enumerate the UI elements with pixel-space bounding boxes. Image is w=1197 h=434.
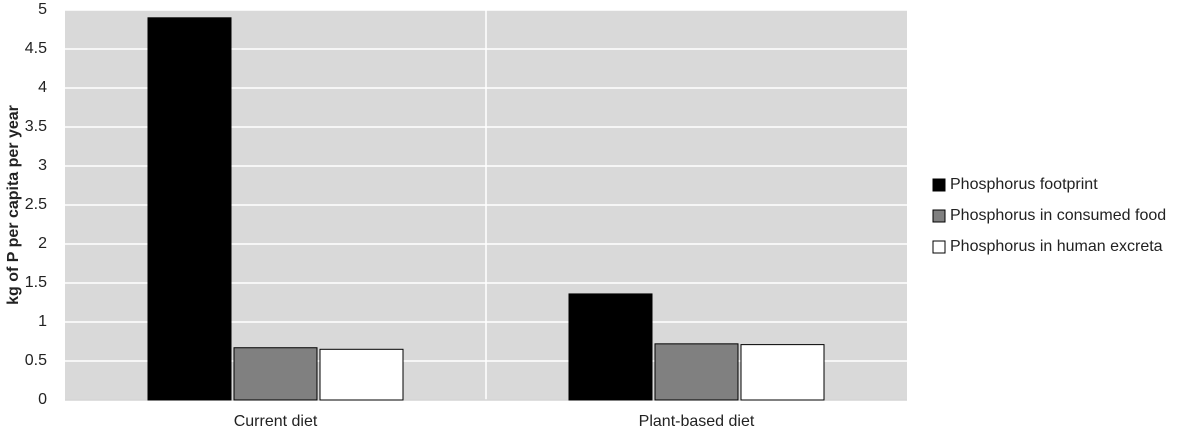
bar — [233, 347, 318, 401]
y-tick-label: 4 — [38, 79, 47, 96]
y-tick-label: 1 — [38, 313, 47, 330]
y-tick-label: 2.5 — [25, 196, 47, 213]
y-tick-label: 3.5 — [25, 118, 47, 135]
y-axis-label: kg of P per capita per year — [5, 105, 22, 305]
y-tick-label: 0.5 — [25, 352, 47, 369]
y-tick-label: 1.5 — [25, 274, 47, 291]
bar — [740, 344, 825, 401]
legend-label: Phosphorus in consumed food — [950, 207, 1166, 224]
legend-marker — [932, 209, 946, 223]
legend-marker — [932, 240, 946, 254]
bar — [568, 293, 653, 401]
bar — [319, 348, 404, 401]
legend-marker — [932, 178, 946, 192]
y-tick-label: 5 — [38, 1, 47, 18]
x-tick-label: Current diet — [234, 413, 318, 430]
bar — [147, 17, 232, 401]
y-tick-label: 2 — [38, 235, 47, 252]
y-tick-label: 4.5 — [25, 40, 47, 57]
y-tick-label: 3 — [38, 157, 47, 174]
y-tick-label: 0 — [38, 391, 47, 408]
bar — [654, 343, 739, 401]
legend-label: Phosphorus in human excreta — [950, 238, 1163, 255]
legend-label: Phosphorus footprint — [950, 176, 1098, 193]
x-tick-label: Plant-based diet — [639, 413, 755, 430]
